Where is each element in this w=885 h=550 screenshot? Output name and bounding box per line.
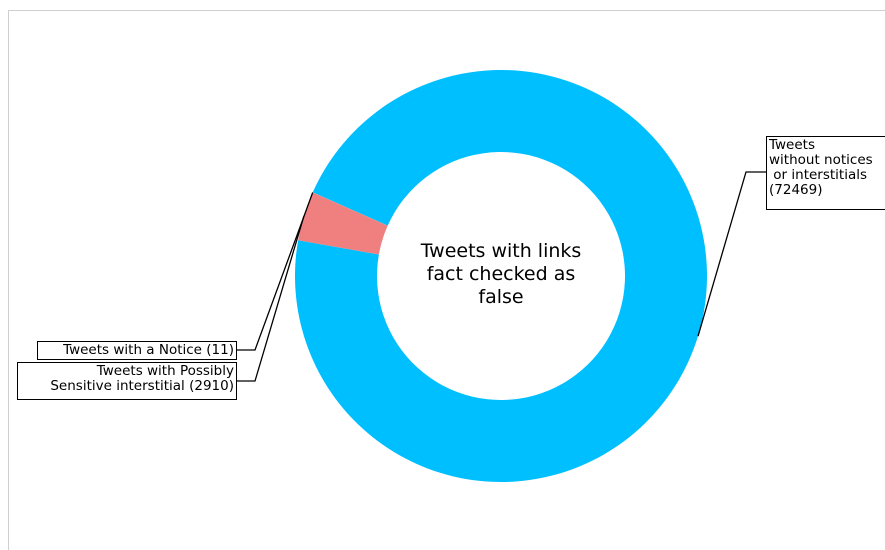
slice-label-notice: Tweets with a Notice (11) bbox=[37, 341, 237, 360]
slice-without-notices-leader bbox=[697, 171, 766, 337]
slice-sensitive-interstitial-leader bbox=[237, 215, 305, 382]
slice-sensitive-interstitial bbox=[298, 192, 388, 255]
slice-notice bbox=[312, 192, 388, 226]
slice-notice-leader bbox=[237, 192, 314, 351]
donut-center-label: Tweets with links fact checked as false bbox=[420, 240, 582, 308]
slice-label-sensitive-interstitial: Tweets with Possibly Sensitive interstit… bbox=[17, 362, 237, 400]
chart-frame bbox=[8, 10, 885, 550]
slice-label-without-notices: Tweets without notices or interstitials … bbox=[766, 136, 885, 210]
slice-without-notices bbox=[295, 69, 707, 483]
